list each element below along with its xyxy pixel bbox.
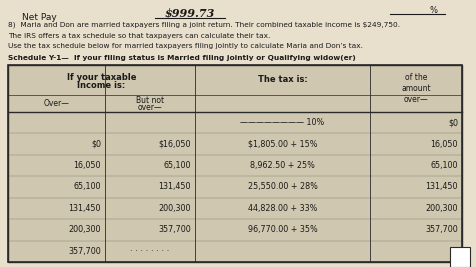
Text: 357,700: 357,700 <box>158 225 190 234</box>
Bar <box>8 65 461 262</box>
Text: 200,300: 200,300 <box>69 225 101 234</box>
Text: ———————— 10%: ———————— 10% <box>240 118 324 127</box>
Text: $16,050: $16,050 <box>158 140 190 149</box>
Text: 200,300: 200,300 <box>158 204 190 213</box>
Text: 131,450: 131,450 <box>425 183 457 191</box>
Text: 131,450: 131,450 <box>69 204 101 213</box>
Text: Over—: Over— <box>43 99 69 108</box>
Text: $0: $0 <box>91 140 101 149</box>
Text: 25,550.00 + 28%: 25,550.00 + 28% <box>247 183 317 191</box>
Text: 8,962.50 + 25%: 8,962.50 + 25% <box>249 161 314 170</box>
Bar <box>449 247 469 267</box>
Text: 131,450: 131,450 <box>158 183 190 191</box>
Text: 357,700: 357,700 <box>68 247 101 256</box>
Text: 16,050: 16,050 <box>430 140 457 149</box>
Text: · · · · · · · ·: · · · · · · · · <box>130 247 169 256</box>
Text: Schedule Y-1—  If your filing status is Married filing jointly or Qualifying wid: Schedule Y-1— If your filing status is M… <box>8 55 355 61</box>
Text: Income is:: Income is: <box>77 80 125 89</box>
Text: 96,770.00 + 35%: 96,770.00 + 35% <box>247 225 317 234</box>
Text: If your taxable: If your taxable <box>67 73 136 83</box>
Text: 65,100: 65,100 <box>430 161 457 170</box>
Text: 200,300: 200,300 <box>425 204 457 213</box>
Text: 44,828.00 + 33%: 44,828.00 + 33% <box>248 204 317 213</box>
Text: $1,805.00 + 15%: $1,805.00 + 15% <box>247 140 317 149</box>
Text: Net Pay: Net Pay <box>22 13 57 22</box>
Text: of the
amount
over—: of the amount over— <box>400 73 430 104</box>
Text: 357,700: 357,700 <box>425 225 457 234</box>
Text: $0: $0 <box>447 118 457 127</box>
Text: $999.73: $999.73 <box>165 8 215 19</box>
Text: 65,100: 65,100 <box>73 183 101 191</box>
Text: The IRS offers a tax schedule so that taxpayers can calculate their tax.: The IRS offers a tax schedule so that ta… <box>8 33 270 39</box>
Text: But not: But not <box>136 96 164 105</box>
Text: over—: over— <box>138 103 162 112</box>
Bar <box>8 65 461 262</box>
Text: The tax is:: The tax is: <box>257 76 307 84</box>
Text: 65,100: 65,100 <box>163 161 190 170</box>
Text: 8)  Maria and Don are married taxpayers filing a joint return. Their combined ta: 8) Maria and Don are married taxpayers f… <box>8 22 399 29</box>
Text: %: % <box>429 6 437 15</box>
Text: 16,050: 16,050 <box>73 161 101 170</box>
Text: Use the tax schedule below for married taxpayers filing jointly to calculate Mar: Use the tax schedule below for married t… <box>8 43 362 49</box>
